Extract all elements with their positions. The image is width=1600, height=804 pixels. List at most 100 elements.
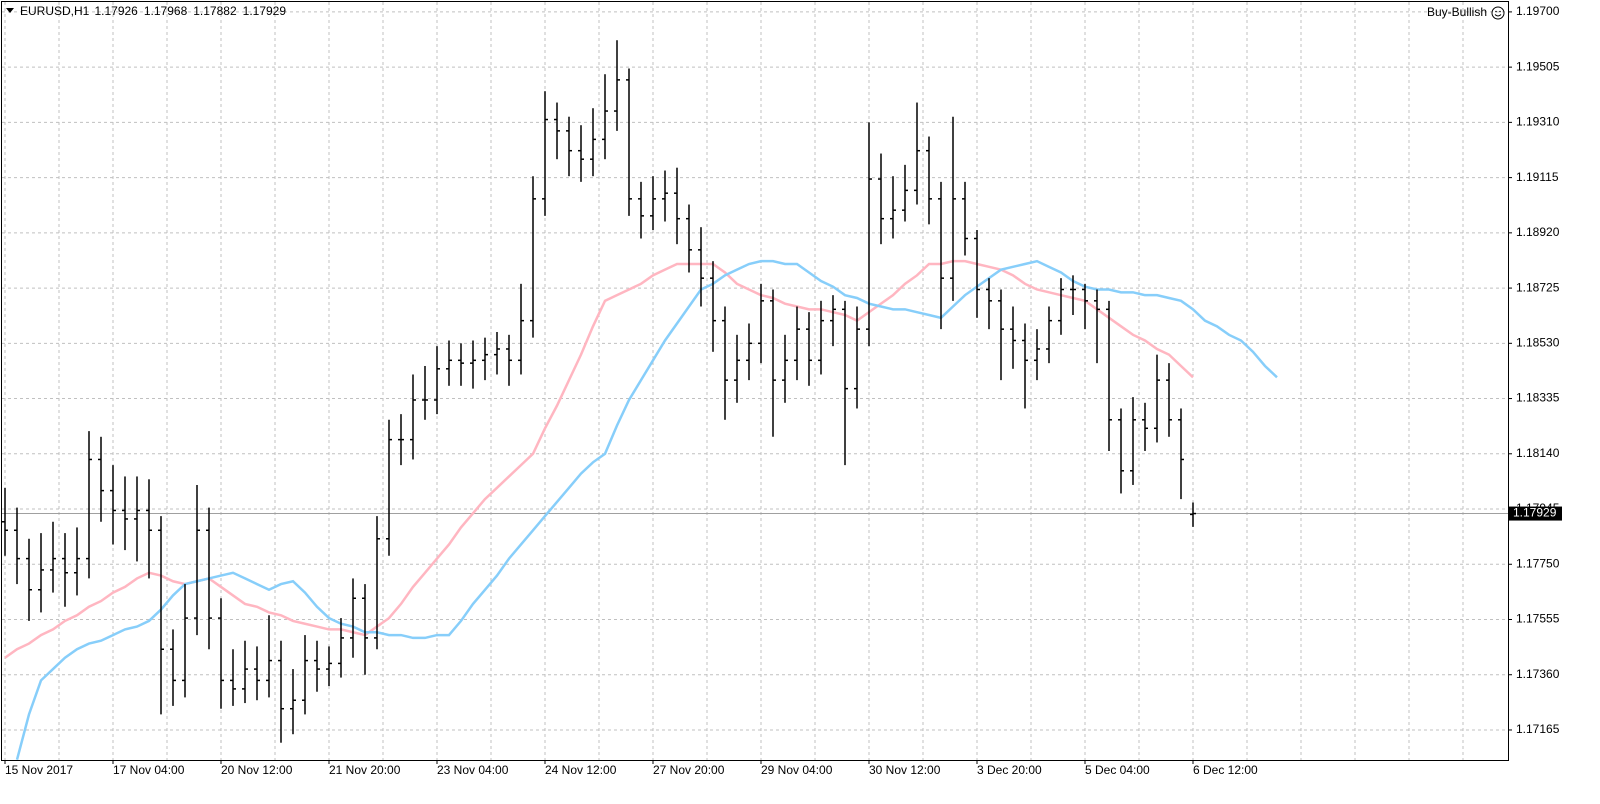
ohlc-bar [374,516,380,650]
ohlc-bar [362,584,368,675]
ohlc-bar [1154,354,1160,443]
y-tick-label: 1.18140 [1516,446,1560,460]
ohlc-bar [926,136,932,225]
ohlc-bar [470,340,476,389]
y-tick-label: 1.19700 [1516,4,1560,18]
y-tick-label: 1.18335 [1516,391,1560,405]
ohlc-bar [830,295,836,347]
ohlc-bar [482,337,488,381]
ohlc-bar [182,584,188,698]
ohlc-bar [890,176,896,239]
ohlc-bar [1190,502,1196,527]
ohlc-bar [434,346,440,415]
y-tick-label: 1.18725 [1516,280,1560,294]
ohlc-bar [578,125,584,182]
ohlc-bar [1142,402,1148,451]
ohlc-bar [638,181,644,239]
ohlc-bar [710,261,716,352]
ohlc-bar [26,538,32,621]
ohlc-bar [530,176,536,338]
ohlc-bar [194,484,200,636]
ohlc-bar [266,615,272,698]
ohlc-bar [734,334,740,403]
x-tick-label: 24 Nov 12:00 [545,763,617,777]
ohlc-bar [866,122,872,347]
ohlc-bar [1094,289,1100,364]
x-tick-label: 29 Nov 04:00 [761,763,833,777]
ohlc-bar [878,153,884,245]
ohlc-bar [458,343,464,386]
ohlc-bar [1010,306,1016,369]
ohlc-bar [554,102,560,160]
ohlc-bar [590,108,596,177]
ohlc-bar [278,640,284,743]
indicator-label: Buy-Bullish [1427,5,1487,19]
ohlc-bar [242,640,248,704]
ohlc-bar [1166,363,1172,437]
ohlc-bar [1118,408,1124,494]
ohlc-bar [50,521,56,593]
ohlc-bar [38,533,44,613]
ohlc-bar [650,176,656,231]
ohlc-bar [806,312,812,386]
ohlc-bar [494,331,500,375]
open: 1.17926 [94,4,138,18]
ohlc-bar [302,635,308,715]
ohlc-bar [350,578,356,658]
ohlc-bar [110,465,116,545]
ohlc-bar [410,374,416,460]
ohlc-bar [794,306,800,381]
y-tick-label: 1.17165 [1516,722,1560,736]
menu-arrow[interactable] [6,8,14,13]
ohlc-bar [506,334,512,386]
ohlc-bar [218,598,224,709]
ohlc-bar [254,646,260,701]
close: 1.17929 [243,4,287,18]
chart-header: EURUSD,H1 1.17926 1.17968 1.17882 1.17929 [20,4,286,18]
y-tick-label: 1.19115 [1516,170,1559,184]
ohlc-bar [230,649,236,706]
ohlc-bar [1058,278,1064,335]
ohlc-bar [326,646,332,687]
ohlc-bar [314,640,320,692]
ohlc-bar [746,323,752,381]
ohlc-bar [938,181,944,330]
ohlc-bar [1022,323,1028,409]
x-tick-label: 30 Nov 12:00 [869,763,941,777]
ohlc-bar [1034,329,1040,381]
ohlc-bar [674,167,680,245]
price-tag: 1.17929 [1513,506,1557,520]
ohlc-bar [614,40,620,131]
ohlc-bar [86,431,92,579]
x-tick-label: 3 Dec 20:00 [977,763,1042,777]
y-tick-label: 1.19310 [1516,115,1560,129]
ohlc-bar [818,300,824,375]
x-tick-label: 27 Nov 20:00 [653,763,725,777]
ohlc-bar [62,533,68,607]
ohlc-bar [158,516,164,715]
ohlc-bar [446,340,452,386]
ohlc-bar [542,91,548,216]
high: 1.17968 [144,4,188,18]
ohlc-bar [122,476,128,551]
ohlc-bar [698,227,704,307]
plot-frame [1,1,1509,761]
x-tick-label: 21 Nov 20:00 [329,763,401,777]
ohlc-bar [134,476,140,562]
ohlc-bar [770,289,776,437]
x-tick-label: 15 Nov 2017 [5,763,73,777]
ohlc-bar [626,68,632,216]
symbol: EURUSD,H1 [20,4,90,18]
x-tick-label: 5 Dec 04:00 [1085,763,1150,777]
ohlc-bar [1130,397,1136,485]
ohlc-bar [842,300,848,466]
ohlc-bar [1070,275,1076,315]
ohlc-bar [662,170,668,222]
y-tick-label: 1.17360 [1516,667,1560,681]
ohlc-bar [902,164,908,222]
ohlc-bar [974,230,980,318]
ohlc-bar [986,278,992,330]
price-bars [2,40,1196,743]
